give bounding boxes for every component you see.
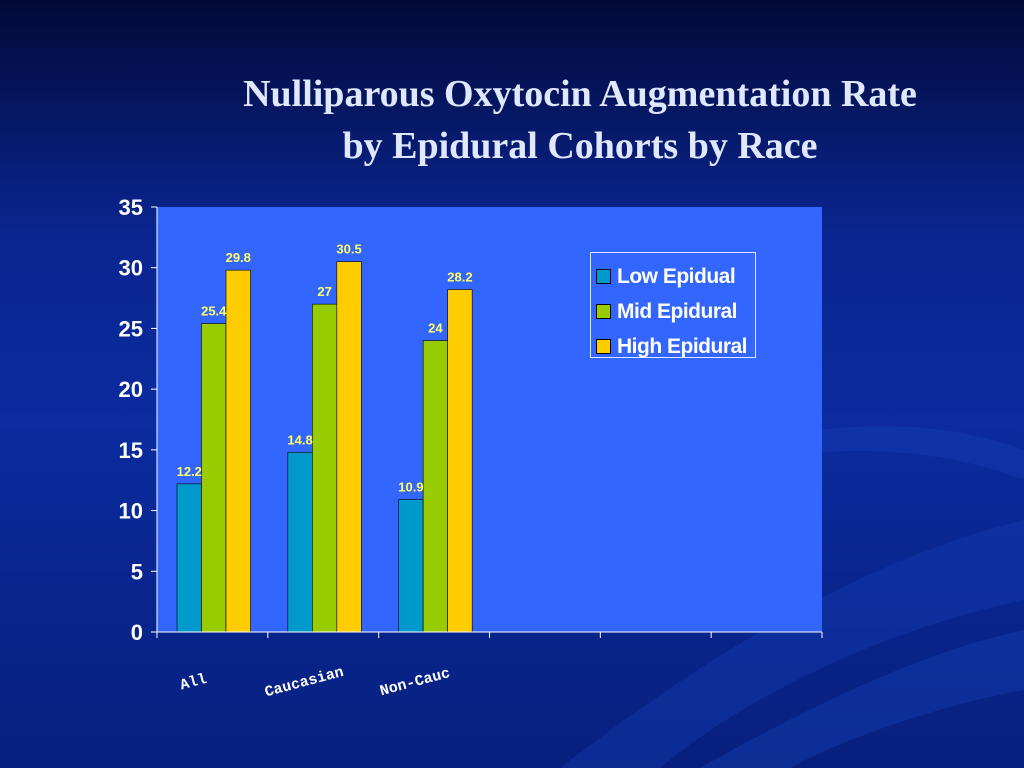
bar-high-caucasian [336, 261, 362, 633]
bar-high-non-cauc [447, 289, 473, 633]
y-tick-label: 30 [119, 256, 143, 281]
x-category-label-caucasian: Caucasian [263, 664, 346, 701]
legend-label-low: Low Epidual [617, 264, 736, 288]
data-label-high-caucasian: 30.5 [336, 242, 361, 257]
y-tick-label: 25 [119, 316, 143, 341]
data-label-high-non-cauc: 28.2 [447, 270, 472, 285]
chart-legend: Low Epidual Mid Epidural High Epidural [590, 252, 756, 358]
bar-low-all [176, 483, 202, 633]
data-label-low-all: 12.2 [177, 464, 202, 479]
legend-swatch-low [596, 269, 611, 284]
bar-low-caucasian [287, 451, 313, 633]
data-label-high-all: 29.8 [226, 250, 251, 265]
bar-high-all [225, 269, 251, 633]
bar-mid-non-cauc [422, 340, 448, 633]
legend-label-mid: Mid Epidural [617, 299, 738, 323]
y-tick-label: 10 [119, 499, 143, 524]
legend-item-high: High Epidural [596, 329, 755, 364]
title-line-2: by Epidural Cohorts by Race [342, 125, 818, 167]
bar-mid-all [201, 323, 227, 633]
legend-item-low: Low Epidual [596, 259, 755, 294]
legend-swatch-high [596, 339, 611, 354]
title-line-1: Nulliparous Oxytocin Augmentation Rate [243, 73, 917, 115]
data-label-low-non-cauc: 10.9 [398, 480, 423, 495]
data-label-mid-non-cauc: 24 [428, 321, 443, 336]
legend-label-high: High Epidural [617, 334, 748, 358]
data-label-mid-caucasian: 27 [317, 284, 331, 299]
legend-item-mid: Mid Epidural [596, 294, 755, 329]
y-tick-label: 20 [119, 377, 143, 402]
bar-low-non-cauc [398, 499, 424, 633]
x-category-label-all: All [178, 671, 208, 694]
y-tick-label: 5 [131, 559, 143, 584]
y-tick-label: 35 [119, 195, 143, 220]
x-category-label-non-cauc: Non-Cauc [378, 665, 452, 700]
y-tick-label: 0 [131, 620, 143, 645]
bar-mid-caucasian [312, 303, 338, 633]
data-label-mid-all: 25.4 [201, 304, 227, 319]
legend-swatch-mid [596, 304, 611, 319]
slide-title: Nulliparous Oxytocin Augmentation Rate b… [140, 68, 1020, 172]
y-tick-label: 15 [119, 438, 143, 463]
data-label-low-caucasian: 14.8 [287, 432, 312, 447]
